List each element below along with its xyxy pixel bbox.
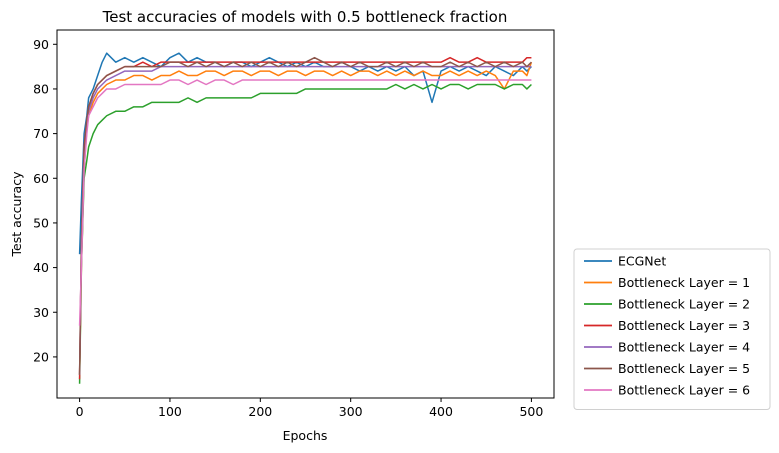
y-tick-label: 90 (33, 37, 49, 52)
legend-frame (573, 248, 771, 410)
series-line-2 (78, 61, 533, 375)
x-tick-label: 400 (429, 404, 453, 419)
series-line-4 (78, 56, 532, 380)
y-axis: 20 30 40 50 60 70 80 90 (33, 37, 57, 364)
series-line-6 (78, 56, 532, 375)
legend-label-7: Bottleneck Layer = 6 (618, 383, 750, 398)
x-tick-label: 300 (339, 404, 363, 419)
legend-label-4: Bottleneck Layer = 3 (618, 318, 750, 333)
x-tick-label: 200 (248, 404, 272, 419)
legend-label-6: Bottleneck Layer = 5 (618, 361, 750, 376)
series-line-1 (78, 52, 532, 255)
legend-label-1: ECGNet (618, 254, 666, 269)
x-axis: 0 100 200 300 400 500 (76, 398, 543, 419)
series-line-3 (78, 83, 532, 384)
x-tick-label: 500 (519, 404, 543, 419)
y-axis-title: Test accuracy (9, 171, 24, 258)
y-tick-label: 20 (33, 349, 49, 364)
x-axis-title: Epochs (283, 428, 328, 443)
y-tick-label: 70 (33, 126, 49, 141)
legend: ECGNet Bottleneck Layer = 1 Bottleneck Lay… (573, 248, 771, 410)
legend-label-2: Bottleneck Layer = 1 (618, 275, 750, 290)
x-tick-label: 0 (76, 404, 84, 419)
legend-label-5: Bottleneck Layer = 4 (618, 340, 750, 355)
series-line-5 (78, 65, 532, 375)
x-tick-label: 100 (158, 404, 182, 419)
y-tick-label: 80 (33, 81, 49, 96)
series-line-7 (78, 79, 532, 326)
legend-label-3: Bottleneck Layer = 2 (618, 297, 750, 312)
plot-frame (56, 29, 555, 399)
y-tick-label: 60 (33, 171, 49, 186)
chart-title: Test accuracies of models with 0.5 bottl… (102, 8, 508, 26)
y-tick-label: 50 (33, 215, 49, 230)
y-tick-label: 30 (33, 305, 49, 320)
plot-lines (78, 52, 533, 384)
y-tick-label: 40 (33, 260, 49, 275)
